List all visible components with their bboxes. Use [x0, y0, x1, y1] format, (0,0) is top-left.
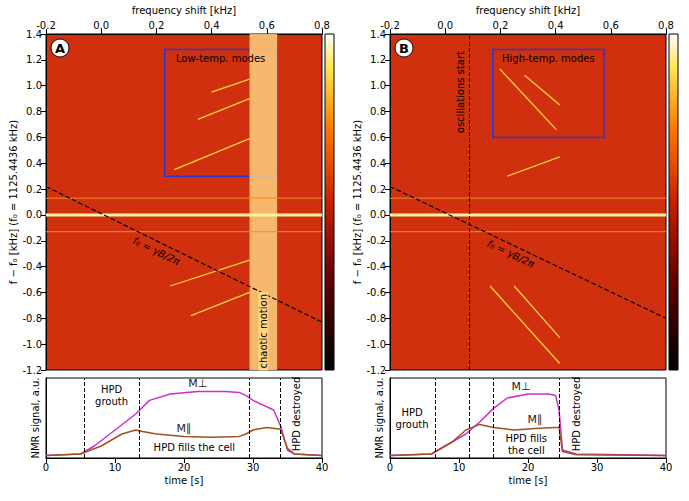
svg-text:chaotic motion: chaotic motion [258, 294, 269, 368]
svg-text:1.0: 1.0 [370, 80, 386, 91]
svg-text:1.2: 1.2 [370, 54, 386, 65]
svg-text:0: 0 [387, 462, 393, 473]
svg-text:the cell: the cell [508, 445, 545, 456]
svg-text:f₀ = γB/2π: f₀ = γB/2π [131, 235, 182, 268]
svg-text:NMR signal, a.u.: NMR signal, a.u. [374, 378, 385, 459]
svg-text:0.8: 0.8 [26, 106, 42, 117]
svg-text:f − f₀ [kHz] (f₀ = 1125.4436 k: f − f₀ [kHz] (f₀ = 1125.4436 kHz) [352, 120, 363, 284]
svg-text:0.6: 0.6 [603, 20, 619, 31]
svg-text:-1.2: -1.2 [22, 365, 42, 376]
svg-text:30: 30 [591, 462, 604, 473]
svg-text:20: 20 [522, 462, 535, 473]
svg-text:Low-temp. modes: Low-temp. modes [176, 53, 265, 64]
svg-text:0.4: 0.4 [370, 158, 386, 169]
svg-text:0.2: 0.2 [370, 184, 386, 195]
svg-text:HPD destroyed: HPD destroyed [291, 377, 302, 452]
svg-text:A: A [55, 41, 65, 56]
svg-text:HPD: HPD [401, 407, 423, 418]
svg-text:B: B [399, 41, 409, 56]
svg-text:1.4: 1.4 [370, 28, 386, 40]
svg-text:0.2: 0.2 [492, 20, 508, 31]
svg-text:-1.0: -1.0 [366, 339, 386, 350]
svg-text:grouth: grouth [396, 419, 429, 430]
svg-text:10: 10 [109, 462, 122, 473]
svg-text:-0.4: -0.4 [22, 261, 42, 272]
svg-text:High-temp. modes: High-temp. modes [502, 53, 595, 64]
svg-text:frequency shift [kHz]: frequency shift [kHz] [476, 5, 581, 16]
svg-text:0.6: 0.6 [370, 132, 386, 143]
svg-text:-0.2: -0.2 [22, 235, 42, 246]
svg-text:0.4: 0.4 [204, 20, 220, 31]
svg-text:-0.8: -0.8 [366, 313, 386, 324]
svg-text:20: 20 [178, 462, 191, 473]
svg-text:0.4: 0.4 [26, 158, 42, 169]
svg-text:0.6: 0.6 [259, 20, 275, 31]
svg-text:0.2: 0.2 [148, 20, 164, 31]
svg-text:frequency shift [kHz]: frequency shift [kHz] [132, 5, 237, 16]
svg-text:0.2: 0.2 [26, 184, 42, 195]
svg-text:grouth: grouth [95, 396, 128, 407]
svg-text:1.4: 1.4 [26, 28, 42, 40]
svg-text:HPD fills the cell: HPD fills the cell [154, 442, 235, 453]
svg-text:1.2: 1.2 [26, 54, 42, 65]
svg-text:0.0: 0.0 [93, 20, 109, 31]
svg-text:30: 30 [247, 462, 260, 473]
svg-text:0: 0 [43, 462, 49, 473]
svg-text:M∥: M∥ [527, 413, 542, 426]
svg-text:time [s]: time [s] [165, 475, 204, 486]
svg-text:M⊥: M⊥ [188, 377, 207, 390]
svg-text:0.8: 0.8 [370, 106, 386, 117]
svg-text:-0.6: -0.6 [366, 287, 386, 298]
svg-text:0.0: 0.0 [437, 20, 453, 31]
svg-text:f − f₀ [kHz] (f₀ = 1125.4436 k: f − f₀ [kHz] (f₀ = 1125.4436 kHz) [8, 120, 19, 284]
svg-text:-0.2: -0.2 [36, 20, 56, 31]
svg-text:0.8: 0.8 [658, 20, 674, 31]
svg-text:HPD fills: HPD fills [506, 433, 548, 444]
svg-text:-0.2: -0.2 [366, 235, 386, 246]
svg-text:-0.8: -0.8 [22, 313, 42, 324]
svg-text:40: 40 [660, 462, 673, 473]
svg-text:NMR signal, a.u.: NMR signal, a.u. [30, 378, 41, 459]
svg-text:40: 40 [316, 462, 329, 473]
svg-text:M∥: M∥ [177, 422, 192, 435]
svg-text:0.6: 0.6 [26, 132, 42, 143]
svg-text:-0.6: -0.6 [22, 287, 42, 298]
svg-text:time [s]: time [s] [509, 475, 548, 486]
svg-text:HPD destroyed: HPD destroyed [571, 377, 582, 452]
svg-text:HPD: HPD [101, 384, 123, 395]
svg-text:1.0: 1.0 [26, 80, 42, 91]
svg-text:0.8: 0.8 [314, 20, 330, 31]
svg-text:0.0: 0.0 [370, 209, 386, 220]
svg-text:M⊥: M⊥ [512, 380, 531, 393]
svg-text:-1.0: -1.0 [22, 339, 42, 350]
svg-text:f₀ = γB/2π: f₀ = γB/2π [485, 238, 536, 270]
svg-text:-1.2: -1.2 [366, 365, 386, 376]
svg-text:-0.2: -0.2 [380, 20, 400, 31]
svg-text:-0.4: -0.4 [366, 261, 386, 272]
svg-text:0.4: 0.4 [548, 20, 564, 31]
svg-text:oscillations start: oscillations start [455, 51, 466, 133]
svg-text:10: 10 [453, 462, 466, 473]
svg-text:0.0: 0.0 [26, 209, 42, 220]
